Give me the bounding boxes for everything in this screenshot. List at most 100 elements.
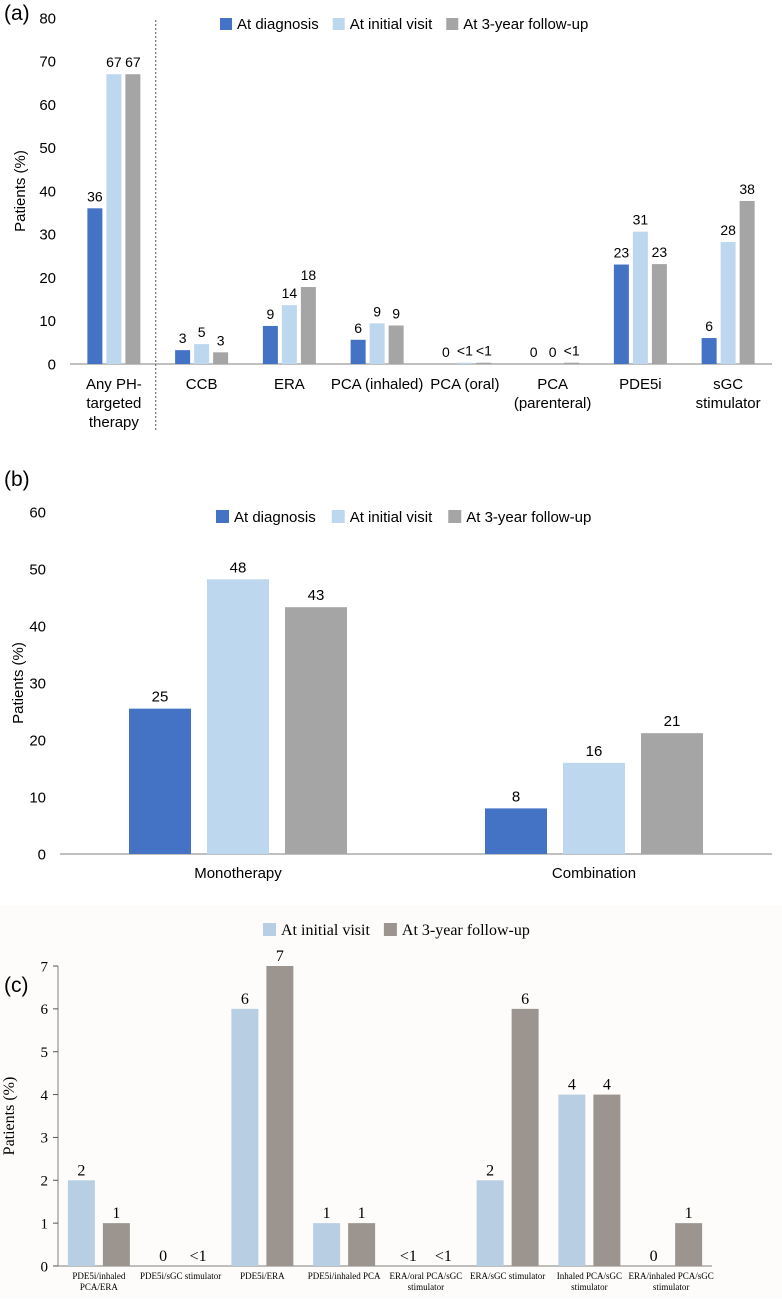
data-label-at-3-year-follow-up-era-sgc-stimulator: 6 <box>521 991 529 1008</box>
bar-at-diagnosis-ccb <box>175 350 191 364</box>
chart-panel-c: (c) At initial visit At 3-year follow-up 0… <box>0 905 782 1299</box>
bar-at-initial-visit-pde5i <box>632 231 648 364</box>
data-label-at-initial-visit-pca-oral: <1 <box>457 343 473 359</box>
bar-at-initial-visit-pde5i-inhaled-pca <box>313 1223 341 1266</box>
bar-at-3-year-follow-up-ccb <box>213 352 229 364</box>
legend-label-at-3-year-follow-up: At 3-year follow-up <box>402 922 530 939</box>
data-label-at-initial-visit-pca-inhaled: 9 <box>373 303 381 319</box>
bar-at-3-year-follow-up-sgc-stimulator <box>739 200 755 364</box>
y-tick-label-10: 10 <box>29 789 46 806</box>
x-tick-label-pde5i-inhaled-pca-era: PDE5i/inhaled PCA/ERA <box>72 1271 125 1292</box>
y-tick-label-60: 60 <box>29 504 46 521</box>
y-tick-label-40: 40 <box>29 618 46 635</box>
bar-at-diagnosis-monotherapy <box>129 708 191 854</box>
x-tick-label-pde5i: PDE5i <box>619 376 662 393</box>
bar-at-initial-visit-era <box>281 305 297 364</box>
data-label-at-3-year-follow-up-era-inhaled-pca-sgc-stimulator: 1 <box>685 1205 693 1222</box>
bar-at-3-year-follow-up-monotherapy <box>285 607 347 854</box>
bar-at-3-year-follow-up-pca-inhaled <box>388 325 404 364</box>
chart-panel-a: (a) At diagnosis At initial visit At 3-yea… <box>0 0 782 440</box>
data-label-at-3-year-follow-up-pde5i-sgc-stimulator: <1 <box>190 1248 207 1265</box>
legend-swatch-at-3-year-follow-up <box>448 510 462 523</box>
x-tick-label-any-ph-targeted-therapy: Any PH-targeted therapy <box>86 376 142 431</box>
data-label-at-diagnosis-sgc-stimulator: 6 <box>705 318 713 334</box>
data-label-at-3-year-follow-up-pca-parenteral: <1 <box>564 343 580 359</box>
data-label-at-diagnosis-ccb: 3 <box>179 330 187 346</box>
data-label-at-initial-visit-era-oral-pca-sgc-stimulator: <1 <box>400 1248 417 1265</box>
y-tick-label-50: 50 <box>29 561 46 578</box>
bar-at-initial-visit-pde5i-era <box>231 1008 259 1266</box>
legend-swatch-at-3-year-follow-up <box>383 923 397 936</box>
x-tick-label-combination: Combination <box>552 865 636 882</box>
y-tick-label-80: 80 <box>39 10 56 27</box>
y-tick-label-30: 30 <box>29 675 46 692</box>
bar-at-initial-visit-inhaled-pca-sgc-stimulator <box>558 1094 586 1266</box>
data-label-at-initial-visit-monotherapy: 48 <box>230 559 247 576</box>
y-tick-label-20: 20 <box>29 732 46 749</box>
y-axis-title: Patients (%) <box>12 150 29 232</box>
bar-at-initial-visit-combination <box>563 762 625 854</box>
data-label-at-initial-visit-any-ph-targeted-therapy: 67 <box>106 54 122 70</box>
x-tick-label-pde5i-inhaled-pca: PDE5i/inhaled PCA <box>308 1271 381 1281</box>
bar-at-initial-visit-era-sgc-stimulator <box>476 1180 504 1266</box>
chart-panel-b: (b) At diagnosis At initial visit At 3-yea… <box>0 468 782 890</box>
legend-swatch-at-3-year-follow-up <box>446 18 459 30</box>
panel-label-c: (c) <box>4 974 29 997</box>
data-label-at-diagnosis-combination: 8 <box>512 788 520 805</box>
bar-at-3-year-follow-up-era-inhaled-pca-sgc-stimulator <box>675 1223 703 1266</box>
bar-at-initial-visit-monotherapy <box>207 579 269 854</box>
bar-at-diagnosis-sgc-stimulator <box>701 338 717 364</box>
data-label-at-initial-visit-ccb: 5 <box>198 324 206 340</box>
data-label-at-diagnosis-pde5i: 23 <box>614 245 630 261</box>
x-tick-label-pca-oral: PCA (oral) <box>430 376 499 393</box>
data-label-at-initial-visit-pde5i-sgc-stimulator: 0 <box>159 1248 167 1265</box>
bar-at-diagnosis-era <box>262 325 278 364</box>
data-label-at-3-year-follow-up-pca-oral: <1 <box>476 343 492 359</box>
bar-at-initial-visit-pca-oral <box>457 362 473 364</box>
x-tick-label-era: ERA <box>274 376 305 393</box>
data-label-at-3-year-follow-up-combination: 21 <box>664 713 681 730</box>
x-tick-label-monotherapy: Monotherapy <box>194 865 282 882</box>
legend-swatch-at-initial-visit <box>332 18 345 30</box>
data-label-at-initial-visit-pde5i-inhaled-pca-era: 2 <box>77 1162 85 1179</box>
x-tick-label-ccb: CCB <box>186 376 218 393</box>
data-label-at-initial-visit-combination: 16 <box>586 743 603 760</box>
bar-at-3-year-follow-up-era-sgc-stimulator <box>511 1008 539 1266</box>
y-tick-label-30: 30 <box>39 227 56 244</box>
y-tick-label-5: 5 <box>41 1045 49 1061</box>
data-label-at-3-year-follow-up-any-ph-targeted-therapy: 67 <box>125 54 141 70</box>
bar-at-3-year-follow-up-inhaled-pca-sgc-stimulator <box>593 1094 621 1266</box>
legend-label-at-diagnosis: At diagnosis <box>234 509 316 526</box>
data-label-at-initial-visit-sgc-stimulator: 28 <box>720 222 736 238</box>
data-label-at-3-year-follow-up-pde5i-era: 7 <box>276 948 284 965</box>
y-tick-label-0: 0 <box>38 846 46 863</box>
data-label-at-initial-visit-pca-parenteral: 0 <box>549 344 557 360</box>
legend-swatch-at-diagnosis <box>216 510 229 523</box>
bar-at-3-year-follow-up-pde5i-era <box>266 966 294 1266</box>
x-tick-label-pca-parenteral: PCA (parenteral) <box>514 376 592 412</box>
y-tick-label-7: 7 <box>41 959 49 975</box>
x-tick-label-era-sgc-stimulator: ERA/sGC stimulator <box>470 1271 545 1281</box>
bar-at-3-year-follow-up-pde5i-inhaled-pca <box>348 1223 376 1266</box>
y-tick-label-50: 50 <box>39 140 56 157</box>
x-tick-label-era-oral-pca-sgc-stimulator: ERA/oral PCA/sGC stimulator <box>389 1271 462 1292</box>
data-label-at-3-year-follow-up-era-oral-pca-sgc-stimulator: <1 <box>435 1248 452 1265</box>
bar-at-3-year-follow-up-any-ph-targeted-therapy <box>125 74 141 364</box>
y-tick-label-6: 6 <box>41 1002 49 1018</box>
x-tick-label-sgc-stimulator: sGC stimulator <box>696 376 761 412</box>
legend-label-at-initial-visit: At initial visit <box>350 16 433 33</box>
x-tick-label-pde5i-sgc-stimulator: PDE5i/sGC stimulator <box>140 1271 221 1281</box>
data-label-at-3-year-follow-up-inhaled-pca-sgc-stimulator: 4 <box>603 1077 611 1094</box>
data-label-at-3-year-follow-up-pca-inhaled: 9 <box>392 306 400 322</box>
data-label-at-3-year-follow-up-pde5i-inhaled-pca: 1 <box>358 1205 366 1222</box>
chart-b: At diagnosis At initial visit At 3-year fo… <box>10 504 772 882</box>
y-tick-label-0: 0 <box>41 1259 49 1275</box>
data-label-at-initial-visit-era-sgc-stimulator: 2 <box>486 1162 494 1179</box>
bar-at-3-year-follow-up-pca-oral <box>476 362 492 364</box>
data-label-at-diagnosis-pca-inhaled: 6 <box>354 320 362 336</box>
y-tick-label-40: 40 <box>39 183 56 200</box>
bar-at-3-year-follow-up-combination <box>641 733 703 854</box>
legend-label-at-initial-visit: At initial visit <box>350 509 433 526</box>
legend-label-at-3-year-follow-up: At 3-year follow-up <box>466 509 591 526</box>
legend-swatch-at-diagnosis <box>220 18 232 30</box>
